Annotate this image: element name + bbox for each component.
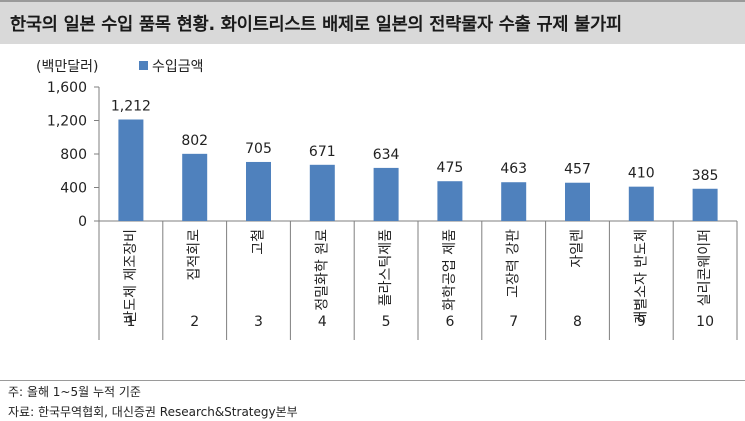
y-tick-label: 400 <box>60 181 87 197</box>
data-label: 457 <box>564 162 591 178</box>
footnote: 주: 올해 1~5월 누적 기준 <box>8 385 141 399</box>
rank-label: 10 <box>696 314 714 330</box>
chart-title: 한국의 일본 수입 품목 현황. 화이트리스트 배제로 일본의 전략물자 수출 … <box>10 15 622 35</box>
source-note: 자료: 한국무역협회, 대신증권 Research&Strategy본부 <box>8 405 298 419</box>
rank-label: 2 <box>190 314 199 330</box>
data-label: 802 <box>181 133 208 149</box>
y-tick-label: 800 <box>60 147 87 163</box>
category-label: 고장력 강판 <box>506 229 522 298</box>
category-label: 자일렌 <box>570 229 586 268</box>
rank-label: 8 <box>573 314 582 330</box>
bar <box>437 181 463 221</box>
rank-label: 4 <box>318 314 327 330</box>
data-label: 385 <box>692 168 719 184</box>
y-tick-label: 0 <box>78 214 87 230</box>
category-label: 정밀화학 원료 <box>314 229 330 311</box>
rank-label: 7 <box>509 314 518 330</box>
category-label: 집적회로 <box>187 229 203 281</box>
bar <box>309 164 335 221</box>
rank-label: 3 <box>254 314 263 330</box>
chart-header: 한국의 일본 수입 품목 현황. 화이트리스트 배제로 일본의 전략물자 수출 … <box>0 0 745 44</box>
footer-divider <box>0 380 745 381</box>
bar <box>628 186 654 221</box>
data-label: 463 <box>500 161 527 177</box>
rank-label: 5 <box>382 314 391 330</box>
category-label: 화학공업 제품 <box>442 229 458 311</box>
legend-swatch <box>139 61 148 70</box>
data-label: 705 <box>245 141 272 157</box>
data-label: 1,212 <box>111 98 151 114</box>
rank-label: 6 <box>445 314 454 330</box>
category-label: 플라스틱제품 <box>378 229 394 306</box>
category-label: 실리콘웨이퍼 <box>697 229 713 306</box>
y-axis-label: (백만달러) <box>36 59 98 75</box>
data-label: 475 <box>437 160 464 176</box>
bar <box>692 188 718 221</box>
bar-chart: (백만달러) 수입금액 0 400 800 1,200 1,600 1,212 반도체 제조장비… <box>36 59 738 340</box>
legend-label: 수입금액 <box>152 59 204 75</box>
y-tick-label: 1,600 <box>47 80 87 96</box>
y-tick-label: 1,200 <box>47 114 87 130</box>
category-label: 반도체 제조장비 <box>123 229 139 324</box>
bar <box>565 182 590 221</box>
bar <box>501 182 527 221</box>
bar <box>118 119 144 221</box>
data-label: 634 <box>373 147 400 163</box>
category-label: 개별소자 반도체 <box>633 229 649 324</box>
data-label: 671 <box>309 144 336 160</box>
category-label: 고철 <box>251 229 267 255</box>
rank-label: 9 <box>637 314 646 330</box>
data-label: 410 <box>628 166 655 182</box>
rank-label: 1 <box>126 314 135 330</box>
bar <box>246 161 271 221</box>
bar <box>373 167 399 221</box>
bar <box>182 153 208 221</box>
